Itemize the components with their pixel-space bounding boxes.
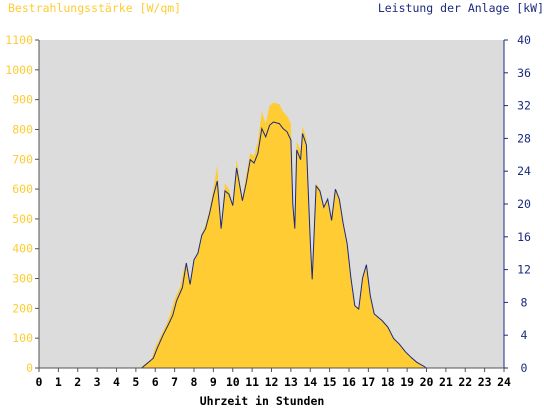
x-tick-label: 17 <box>361 375 375 389</box>
x-axis-label: Uhrzeit in Stunden <box>200 394 325 408</box>
left-tick-label: 500 <box>12 212 33 226</box>
right-tick-labels: 0 4 8 12 16 20 24 28 32 36 40 <box>504 33 531 375</box>
x-tick-label: 12 <box>265 375 279 389</box>
right-axis-title: Leistung der Anlage [kW] <box>378 1 544 15</box>
right-tick-label: 8 <box>521 295 528 309</box>
x-tick-label: 15 <box>323 375 337 389</box>
left-tick-label: 300 <box>12 272 33 286</box>
x-tick-label: 5 <box>132 375 139 389</box>
x-tick-label: 10 <box>226 375 240 389</box>
right-tick-label: 32 <box>517 99 531 113</box>
left-tick-labels: 0 100 200 300 400 500 600 700 800 900 1000 1100 <box>5 33 39 375</box>
left-tick-label: 900 <box>12 93 33 107</box>
left-tick-label: 200 <box>12 301 33 315</box>
right-tick-label: 16 <box>517 230 531 244</box>
right-tick-label: 40 <box>517 33 531 47</box>
left-tick-label: 1100 <box>5 33 33 47</box>
x-tick-label: 24 <box>497 375 511 389</box>
x-tick-label: 9 <box>210 375 217 389</box>
right-tick-label: 36 <box>517 66 531 80</box>
left-tick-label: 700 <box>12 152 33 166</box>
x-tick-label: 20 <box>420 375 434 389</box>
x-tick-label: 11 <box>245 375 259 389</box>
right-tick-label: 28 <box>517 131 531 145</box>
left-axis-title: Bestrahlungsstärke [W/qm] <box>8 1 181 15</box>
power-line-series <box>39 121 504 369</box>
x-tick-label: 3 <box>94 375 101 389</box>
right-tick-label: 24 <box>517 164 531 178</box>
x-tick-labels: 0 1 2 3 4 5 6 7 8 9 10 11 12 13 14 15 16 17 18 19 20 21 22 23 24 <box>36 368 511 389</box>
right-tick-label: 0 <box>521 361 528 375</box>
left-tick-label: 800 <box>12 122 33 136</box>
right-tick-label: 4 <box>521 328 528 342</box>
irradiance-area-series <box>39 102 504 368</box>
x-tick-label: 16 <box>342 375 356 389</box>
left-tick-label: 0 <box>26 361 33 375</box>
x-tick-label: 6 <box>152 375 159 389</box>
x-tick-label: 18 <box>381 375 395 389</box>
x-tick-label: 0 <box>36 375 43 389</box>
left-tick-label: 1000 <box>5 63 33 77</box>
left-tick-label: 400 <box>12 242 33 256</box>
x-tick-label: 13 <box>284 375 298 389</box>
left-tick-label: 600 <box>12 182 33 196</box>
x-tick-label: 23 <box>478 375 492 389</box>
x-tick-label: 2 <box>74 375 81 389</box>
right-tick-label: 20 <box>517 197 531 211</box>
x-tick-label: 8 <box>191 375 198 389</box>
x-tick-label: 22 <box>458 375 472 389</box>
x-tick-label: 7 <box>171 375 178 389</box>
left-tick-label: 100 <box>12 331 33 345</box>
x-tick-label: 19 <box>400 375 414 389</box>
right-tick-label: 12 <box>517 263 531 277</box>
x-tick-label: 14 <box>303 375 317 389</box>
x-tick-label: 1 <box>55 375 62 389</box>
x-tick-label: 4 <box>113 375 120 389</box>
x-tick-label: 21 <box>439 375 453 389</box>
